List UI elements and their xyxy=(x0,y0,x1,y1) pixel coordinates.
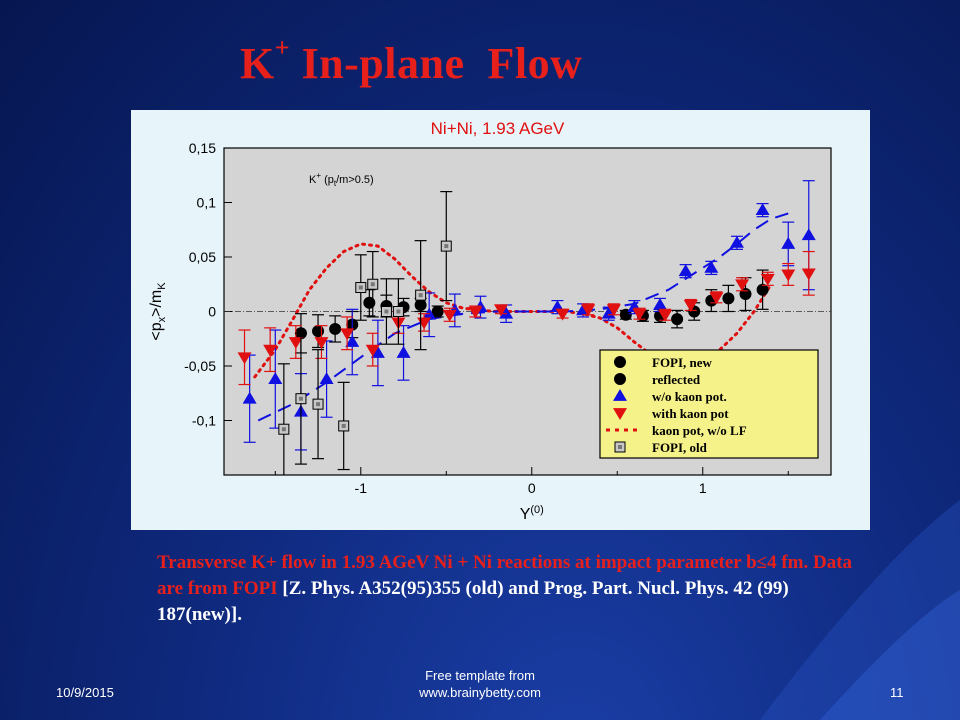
series-point-fopi-old-inner xyxy=(384,309,389,314)
series-point-fopi-old-inner xyxy=(341,423,346,428)
legend-marker xyxy=(613,408,627,420)
y-tick-label: -0,1 xyxy=(192,413,216,429)
series-point-fopi-new xyxy=(671,313,684,326)
series-point-fopi-old-inner xyxy=(358,285,363,290)
series-point-w-o-kaon-pot- xyxy=(704,260,719,273)
series-point-reflected xyxy=(363,296,376,309)
caption: Transverse K+ flow in 1.93 AGeV Ni + Ni … xyxy=(157,550,877,628)
legend-box xyxy=(599,349,819,459)
y-axis-label: <px>/mK xyxy=(148,282,168,341)
legend-label: with kaon pot xyxy=(652,406,729,421)
series-point-w-o-kaon-pot- xyxy=(370,345,385,358)
series-point-fopi-old-inner xyxy=(396,309,401,314)
series-point-with-kaon-pot xyxy=(581,304,596,317)
series-point-with-kaon-pot xyxy=(801,268,816,281)
series-point-w-o-kaon-pot- xyxy=(755,203,770,216)
series-point-with-kaon-pot xyxy=(735,279,750,292)
series-point-with-kaon-pot xyxy=(683,300,698,312)
series-point-reflected xyxy=(329,322,342,335)
series-point-with-kaon-pot xyxy=(468,306,483,319)
legend-label: FOPI, old xyxy=(652,440,708,455)
series-point-with-kaon-pot xyxy=(340,328,355,341)
series-point-fopi-old-inner xyxy=(418,293,423,298)
footer-credit-line2: www.brainybetty.com xyxy=(419,685,541,700)
chart-annotation: K+ (pt/m>0.5) xyxy=(309,171,374,188)
series-point-with-kaon-pot xyxy=(263,344,278,357)
series-point-with-kaon-pot xyxy=(442,309,457,322)
series-point-w-o-kaon-pot- xyxy=(678,264,693,277)
y-tick-label: -0,05 xyxy=(184,358,216,374)
series-point-w-o-kaon-pot- xyxy=(499,306,514,319)
title-superscript: + xyxy=(274,33,291,63)
x-tick-label: 0 xyxy=(528,480,536,496)
series-point-with-kaon-pot xyxy=(632,308,647,321)
caption-reference: [Z. Phys. A352(95)355 (old) and Prog. Pa… xyxy=(157,578,789,625)
caption-red-text: Transverse K+ flow in 1.93 AGeV Ni + Ni … xyxy=(157,552,853,599)
series-point-with-kaon-pot xyxy=(760,273,775,286)
legend-marker-inner xyxy=(618,445,622,449)
legend-label: reflected xyxy=(652,372,701,387)
series-point-w-o-kaon-pot- xyxy=(781,236,796,249)
series-point-with-kaon-pot xyxy=(237,352,252,365)
series-point-w-o-kaon-pot- xyxy=(601,306,616,319)
series-point-w-o-kaon-pot- xyxy=(242,391,257,404)
series-point-w-o-kaon-pot- xyxy=(801,228,816,241)
x-axis-label: Y(0) xyxy=(520,504,544,523)
series-point-reflected xyxy=(312,325,325,338)
series-point-with-kaon-pot xyxy=(781,269,796,282)
legend-marker xyxy=(614,356,626,368)
series-point-fopi-old-inner xyxy=(444,244,449,249)
series-point-w-o-kaon-pot- xyxy=(319,372,334,384)
chart-title: Ni+Ni, 1.93 AGeV xyxy=(431,119,565,138)
series-point-fopi-new xyxy=(722,292,735,305)
y-tick-label: 0 xyxy=(208,304,216,320)
footer-date: 10/9/2015 xyxy=(56,685,114,700)
slide-title: K+ In-plane Flow xyxy=(240,33,583,89)
series-point-with-kaon-pot xyxy=(606,304,621,317)
series-point-with-kaon-pot xyxy=(365,344,380,357)
series-point-with-kaon-pot xyxy=(493,304,508,317)
title-rest: In-plane Flow xyxy=(290,39,583,88)
series-point-fopi-old-inner xyxy=(298,396,303,401)
series-point-fopi-old-inner xyxy=(281,427,286,432)
legend-marker xyxy=(614,373,626,385)
footer-credit: Free template from www.brainybetty.com xyxy=(380,667,580,701)
series-point-fopi-old-inner xyxy=(370,282,375,287)
legend-label: FOPI, new xyxy=(652,355,713,370)
page-number: 11 xyxy=(890,685,904,700)
x-tick-label: -1 xyxy=(355,480,368,496)
y-tick-label: 0,1 xyxy=(197,195,217,211)
series-point-fopi-new xyxy=(756,283,769,296)
legend-marker xyxy=(613,389,627,401)
series-point-with-kaon-pot xyxy=(314,337,329,350)
series-point-w-o-kaon-pot- xyxy=(653,297,668,310)
series-point-w-o-kaon-pot- xyxy=(268,372,283,384)
series-point-w-o-kaon-pot- xyxy=(396,345,411,358)
series-point-reflected xyxy=(431,305,444,318)
legend-label: w/o kaon pot. xyxy=(652,389,727,404)
series-point-w-o-kaon-pot- xyxy=(729,235,744,248)
footer-credit-line1: Free template from xyxy=(425,668,535,683)
x-tick-label: 1 xyxy=(699,480,707,496)
series-point-fopi-old-inner xyxy=(316,402,321,407)
series-point-with-kaon-pot xyxy=(288,337,303,350)
title-main: K xyxy=(240,39,275,88)
y-tick-label: 0,15 xyxy=(189,140,216,156)
legend-label: kaon pot, w/o LF xyxy=(652,423,747,438)
flow-chart: Ni+Ni, 1.93 AGeV 0,15 0,1 0,05 0 -0,05 -0,1 -1 0… xyxy=(148,119,832,523)
plot-frame: Ni+Ni, 1.93 AGeV 0,15 0,1 0,05 0 -0,05 -0,1 -1 0… xyxy=(131,110,870,530)
y-tick-label: 0,05 xyxy=(189,249,216,265)
series-point-with-kaon-pot xyxy=(709,292,724,305)
series-point-w-o-kaon-pot- xyxy=(345,335,360,347)
series-point-with-kaon-pot xyxy=(658,309,673,322)
series-point-with-kaon-pot xyxy=(555,308,570,321)
